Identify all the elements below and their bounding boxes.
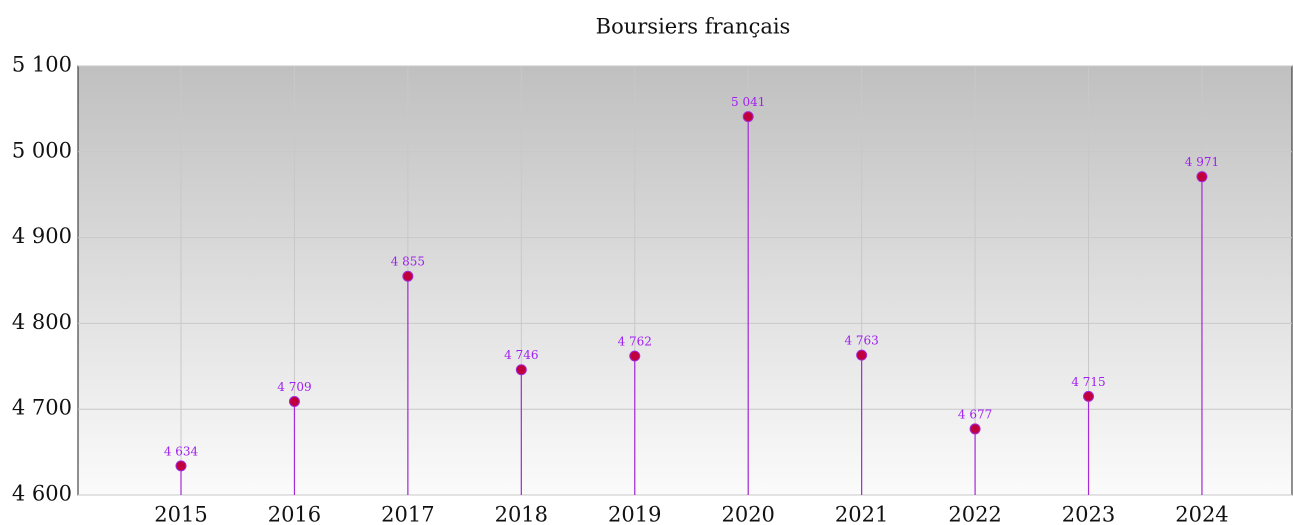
x-tick-label: 2017: [381, 503, 434, 525]
value-label: 4 709: [277, 380, 311, 394]
x-tick-label: 2023: [1062, 503, 1115, 525]
x-tick-label: 2021: [835, 503, 888, 525]
dot: [742, 111, 754, 123]
y-tick-label: 5 000: [12, 138, 72, 162]
dot: [1083, 390, 1095, 402]
chart-title: Boursiers français: [596, 15, 791, 39]
dot: [969, 423, 981, 435]
value-label: 4 855: [391, 255, 425, 269]
x-tick-label: 2016: [268, 503, 321, 525]
value-label: 4 762: [618, 335, 652, 349]
value-label: 4 677: [958, 407, 992, 421]
dot: [175, 460, 187, 472]
x-tick-label: 2018: [495, 503, 548, 525]
plot-area: [77, 65, 1293, 496]
value-label: 5 041: [731, 95, 765, 109]
y-tick-label: 4 700: [12, 396, 72, 420]
value-label: 4 634: [164, 444, 199, 458]
value-label: 4 746: [504, 348, 538, 362]
x-tick-label: 2024: [1175, 503, 1228, 525]
dot: [288, 395, 300, 407]
y-tick-label: 5 100: [12, 53, 72, 77]
value-label: 4 763: [844, 334, 878, 348]
y-tick-label: 4 900: [12, 224, 72, 248]
dot: [515, 364, 527, 376]
y-tick-label: 4 600: [12, 482, 72, 506]
value-label: 4 971: [1185, 155, 1219, 169]
dot: [856, 349, 868, 361]
value-label: 4 715: [1071, 375, 1105, 389]
dot: [1196, 171, 1208, 183]
x-tick-label: 2015: [154, 503, 207, 525]
dot: [629, 350, 641, 362]
x-tick-label: 2020: [721, 503, 774, 525]
x-tick-label: 2019: [608, 503, 661, 525]
x-tick-label: 2022: [948, 503, 1001, 525]
dot: [402, 270, 414, 282]
y-tick-label: 4 800: [12, 310, 72, 334]
